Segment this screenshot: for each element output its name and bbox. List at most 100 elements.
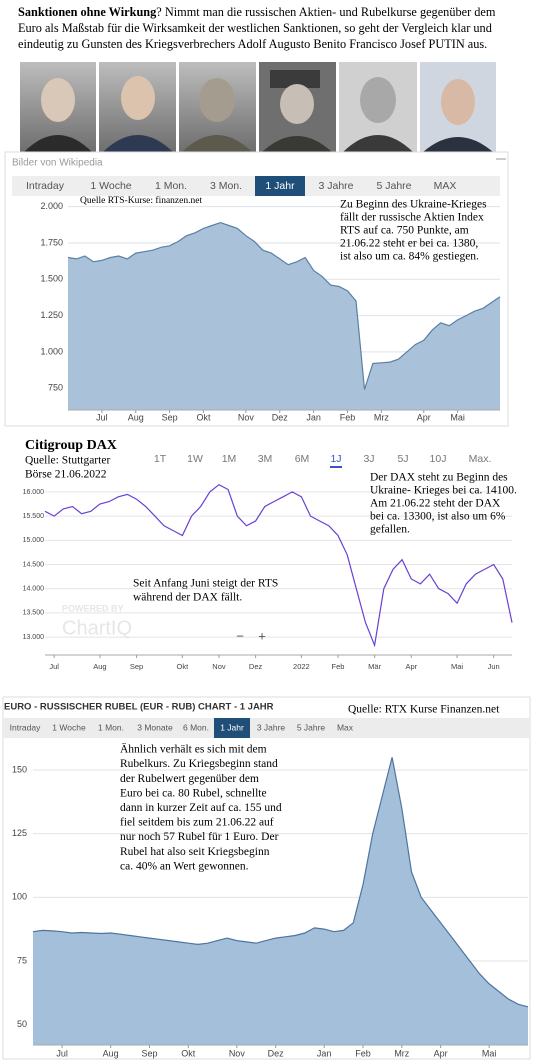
tab[interactable]: 3M <box>258 453 273 465</box>
watermark: ChartIQ <box>62 617 132 639</box>
tab[interactable]: Intraday <box>26 180 65 192</box>
tab[interactable]: 1 Woche <box>52 722 86 732</box>
photo <box>420 62 496 152</box>
intro-lead: Sanktionen ohne Wirkung <box>18 5 157 19</box>
zoom-button[interactable]: + <box>258 628 266 643</box>
source: Quelle RTS-Kurse: finanzen.net <box>80 195 202 206</box>
tab[interactable]: 6 Mon. <box>183 722 209 732</box>
y-tick-label: 75 <box>17 955 27 965</box>
annotation: fiel seitdem bis zum 21.06.22 auf <box>120 817 274 829</box>
x-tick-label: Mrz <box>394 1048 409 1058</box>
x-tick-label: Nov <box>238 412 255 422</box>
annotation: ist also um ca. 84% gestiegen. <box>340 251 479 263</box>
x-tick-label: Jul <box>49 662 59 671</box>
x-tick-label: Jul <box>56 1048 68 1058</box>
x-tick-label: Jun <box>488 662 500 671</box>
x-tick-label: Dez <box>272 412 289 422</box>
tab[interactable]: 1 Mon. <box>155 180 187 192</box>
tab[interactable]: 3 Jahre <box>318 180 353 192</box>
x-tick-label: Dez <box>249 662 263 671</box>
annotation: Ähnlich verhält es sich mit dem <box>120 742 267 756</box>
annotation: Ukraine- Krieges bei ca. 14100. <box>370 485 517 497</box>
x-tick-label: Sep <box>141 1048 157 1058</box>
annotation: dann in kurzer Zeit auf ca. 155 und <box>120 802 282 814</box>
y-tick-label: 150 <box>12 764 27 774</box>
tab-selected <box>255 176 305 196</box>
x-tick-label: Mai <box>482 1048 497 1058</box>
annotation: gefallen. <box>370 524 410 536</box>
x-tick-label: Aug <box>128 412 144 422</box>
tab[interactable]: 1W <box>187 453 203 465</box>
photo <box>179 62 256 152</box>
x-tick-label: Feb <box>332 662 345 671</box>
x-tick-label: Dez <box>268 1048 285 1058</box>
tab[interactable]: 1J <box>330 453 341 465</box>
line <box>32 757 529 1008</box>
annotation: Euro bei ca. 80 Rubel, schnellte <box>120 787 267 799</box>
tab[interactable]: 10J <box>430 453 447 465</box>
tab[interactable]: 1 Jahr <box>220 722 244 732</box>
tab[interactable]: 1 Mon. <box>98 722 124 732</box>
x-tick-label: Nov <box>229 1048 246 1058</box>
y-tick-label: 13.000 <box>23 634 45 641</box>
tab[interactable]: Intraday <box>10 722 41 732</box>
x-tick-label: Apr <box>405 662 417 671</box>
source: Börse 21.06.2022 <box>25 469 107 481</box>
source: Quelle: RTX Kurse Finanzen.net <box>348 704 500 716</box>
annotation: Am 21.06.22 steht der DAX <box>370 498 501 510</box>
annotation: ca. 40% an Wert gewonnen. <box>120 860 249 872</box>
tab[interactable]: Max <box>337 722 354 732</box>
area <box>68 222 500 410</box>
annotation: Zu Beginn des Ukraine-Krieges <box>340 199 487 211</box>
x-tick-label: Sep <box>162 412 178 422</box>
x-tick-label: Aug <box>93 662 106 671</box>
annotation: während der DAX fällt. <box>133 592 242 604</box>
tab[interactable]: Max. <box>469 453 492 465</box>
intro-text: ? Nimmt man die russischen Aktien- und R… <box>18 5 496 51</box>
y-tick-label: 13.500 <box>23 610 45 617</box>
annotation: Rubel hat also seit Kriegsbeginn <box>120 846 270 858</box>
watermark: POWERED BY <box>62 603 124 613</box>
x-tick-label: Mai <box>450 412 465 422</box>
annotation: Rubelkurs. Zu Kriegsbeginn stand <box>120 758 278 770</box>
x-tick-label: Mrz <box>374 412 389 422</box>
y-tick-label: 14.000 <box>23 586 45 593</box>
y-tick-label: 1.000 <box>40 346 63 356</box>
y-tick-label: 16.000 <box>23 489 45 496</box>
y-tick-label: 15.000 <box>23 537 45 544</box>
chart-title: EURO - RUSSISCHER RUBEL (EUR - RUB) CHAR… <box>4 702 274 713</box>
tab[interactable]: 1T <box>154 453 167 465</box>
line <box>44 483 513 648</box>
photo <box>20 62 96 152</box>
zoom-button[interactable]: − <box>236 628 244 643</box>
chart-title: Citigroup DAX <box>25 438 117 453</box>
y-tick-label: 15.500 <box>23 513 45 520</box>
tab[interactable]: MAX <box>434 180 457 192</box>
x-tick-label: Sep <box>130 662 143 671</box>
area <box>33 757 528 1045</box>
tab[interactable]: 1 Woche <box>90 180 131 192</box>
x-tick-label: 2022 <box>293 662 310 671</box>
tab[interactable]: 3 Jahre <box>257 722 286 732</box>
tab[interactable]: 6M <box>295 453 310 465</box>
x-tick-label: Jan <box>317 1048 332 1058</box>
tab[interactable]: 5J <box>397 453 408 465</box>
photo <box>259 62 336 152</box>
x-tick-label: Okt <box>181 1048 196 1058</box>
tab[interactable]: 3 Mon. <box>210 180 242 192</box>
tab[interactable]: 3J <box>363 453 374 465</box>
photo-caption: Bilder von Wikipedia <box>12 158 103 169</box>
annotation: nur noch 57 Rubel für 1 Euro. Der <box>120 831 279 843</box>
tab[interactable]: 3 Monate <box>137 722 173 732</box>
tab-bar <box>3 718 530 738</box>
tab[interactable]: 1 Jahr <box>265 180 295 192</box>
annotation: Der DAX steht zu Beginn des <box>370 472 508 484</box>
x-tick-label: Feb <box>355 1048 371 1058</box>
tab[interactable]: 5 Jahre <box>376 180 411 192</box>
tab[interactable]: 5 Jahre <box>297 722 326 732</box>
tab[interactable]: 1M <box>222 453 237 465</box>
x-tick-label: Mai <box>451 662 463 671</box>
tab-selected <box>214 718 250 738</box>
y-tick-label: 1.250 <box>40 310 63 320</box>
